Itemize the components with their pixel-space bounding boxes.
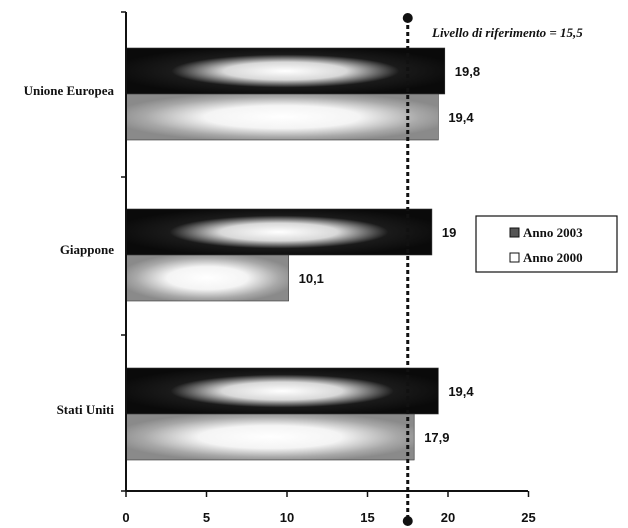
x-tick-label-5: 5	[203, 510, 210, 525]
ticks-layer: 0 5 10 15 20 25	[121, 11, 536, 525]
bar-anno-2000-unione-europea	[125, 93, 439, 141]
bars-layer: Unione Europea 19,8 19,4 Giappone 19 10,1 Stat…	[24, 47, 480, 461]
legend-swatch-anno-2000	[509, 252, 520, 263]
x-tick-label-0: 0	[122, 510, 129, 525]
category-label-stati-uniti: Stati Uniti	[57, 402, 115, 417]
legend: Anno 2003 Anno 2000	[475, 215, 618, 273]
value-label-anno-2000-giappone: 10,1	[299, 271, 324, 286]
bar-anno-2003-giappone	[125, 208, 433, 256]
x-tick-label-15: 15	[360, 510, 374, 525]
reference-line-top-marker	[402, 13, 413, 23]
bar-anno-2000-giappone	[125, 254, 289, 302]
value-label-anno-2003-stati-uniti: 19,4	[448, 384, 474, 399]
legend-label-anno-2003: Anno 2003	[523, 225, 583, 240]
legend-box	[475, 215, 618, 273]
value-label-anno-2003-unione-europea: 19,8	[455, 64, 480, 79]
value-label-anno-2003-giappone: 19	[442, 225, 456, 240]
reference-line-group: Livello di riferimento = 15,5	[402, 13, 583, 526]
x-tick-label-20: 20	[441, 510, 455, 525]
reference-line-bottom-marker	[402, 516, 413, 526]
bar-anno-2003-unione-europea	[125, 47, 446, 95]
category-label-giappone: Giappone	[60, 242, 114, 257]
x-tick-label-25: 25	[521, 510, 535, 525]
bar-anno-2003-stati-uniti	[125, 367, 439, 415]
value-label-anno-2000-stati-uniti: 17,9	[424, 430, 449, 445]
category-label-unione-europea: Unione Europea	[24, 83, 115, 98]
legend-swatch-anno-2003	[509, 227, 520, 238]
bar-anno-2000-stati-uniti	[125, 413, 415, 461]
x-tick-label-10: 10	[280, 510, 294, 525]
value-label-anno-2000-unione-europea: 19,4	[448, 110, 474, 125]
reference-line-label: Livello di riferimento = 15,5	[431, 25, 583, 40]
legend-label-anno-2000: Anno 2000	[523, 250, 583, 265]
